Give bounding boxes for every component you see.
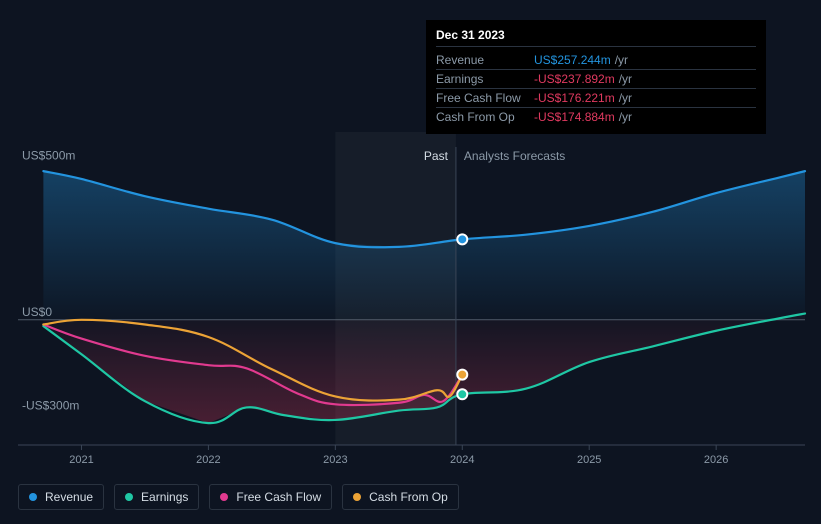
svg-text:2025: 2025 xyxy=(577,454,601,466)
legend: Revenue Earnings Free Cash Flow Cash From O… xyxy=(18,484,459,510)
legend-label: Free Cash Flow xyxy=(236,490,321,504)
legend-item[interactable]: Cash From Op xyxy=(342,484,459,510)
tooltip-row-unit: /yr xyxy=(619,72,632,86)
legend-label: Earnings xyxy=(141,490,188,504)
tooltip-row-value: -US$237.892m xyxy=(534,72,615,86)
tooltip-row-value: US$257.244m xyxy=(534,53,611,67)
svg-text:2026: 2026 xyxy=(704,454,728,466)
svg-text:-US$300m: -US$300m xyxy=(22,399,79,413)
tooltip-row-label: Earnings xyxy=(436,72,534,86)
tooltip-row-label: Cash From Op xyxy=(436,110,534,124)
legend-dot xyxy=(29,493,37,501)
tooltip-row: RevenueUS$257.244m/yr xyxy=(436,51,756,70)
svg-text:Analysts Forecasts: Analysts Forecasts xyxy=(464,149,565,163)
svg-text:US$500m: US$500m xyxy=(22,148,75,162)
legend-label: Cash From Op xyxy=(369,490,448,504)
chart-container: Dec 31 2023 RevenueUS$257.244m/yrEarning… xyxy=(0,0,821,524)
legend-item[interactable]: Revenue xyxy=(18,484,104,510)
tooltip-rows: RevenueUS$257.244m/yrEarnings-US$237.892… xyxy=(436,51,756,126)
tooltip-row-unit: /yr xyxy=(619,91,632,105)
tooltip-row-unit: /yr xyxy=(615,53,628,67)
svg-text:Past: Past xyxy=(424,149,449,163)
svg-text:2024: 2024 xyxy=(450,454,474,466)
tooltip-row: Free Cash Flow-US$176.221m/yr xyxy=(436,89,756,108)
tooltip-row-value: -US$176.221m xyxy=(534,91,615,105)
legend-dot xyxy=(353,493,361,501)
tooltip-row-value: -US$174.884m xyxy=(534,110,615,124)
tooltip-row-label: Free Cash Flow xyxy=(436,91,534,105)
tooltip-row: Earnings-US$237.892m/yr xyxy=(436,70,756,89)
svg-text:2021: 2021 xyxy=(69,454,93,466)
legend-dot xyxy=(220,493,228,501)
tooltip-row: Cash From Op-US$174.884m/yr xyxy=(436,108,756,126)
svg-text:2023: 2023 xyxy=(323,454,347,466)
legend-dot xyxy=(125,493,133,501)
tooltip: Dec 31 2023 RevenueUS$257.244m/yrEarning… xyxy=(426,20,766,134)
legend-item[interactable]: Earnings xyxy=(114,484,199,510)
svg-text:2022: 2022 xyxy=(196,454,220,466)
legend-label: Revenue xyxy=(45,490,93,504)
tooltip-row-label: Revenue xyxy=(436,53,534,67)
tooltip-row-unit: /yr xyxy=(619,110,632,124)
tooltip-date: Dec 31 2023 xyxy=(436,28,756,47)
svg-text:US$0: US$0 xyxy=(22,305,52,319)
legend-item[interactable]: Free Cash Flow xyxy=(209,484,332,510)
